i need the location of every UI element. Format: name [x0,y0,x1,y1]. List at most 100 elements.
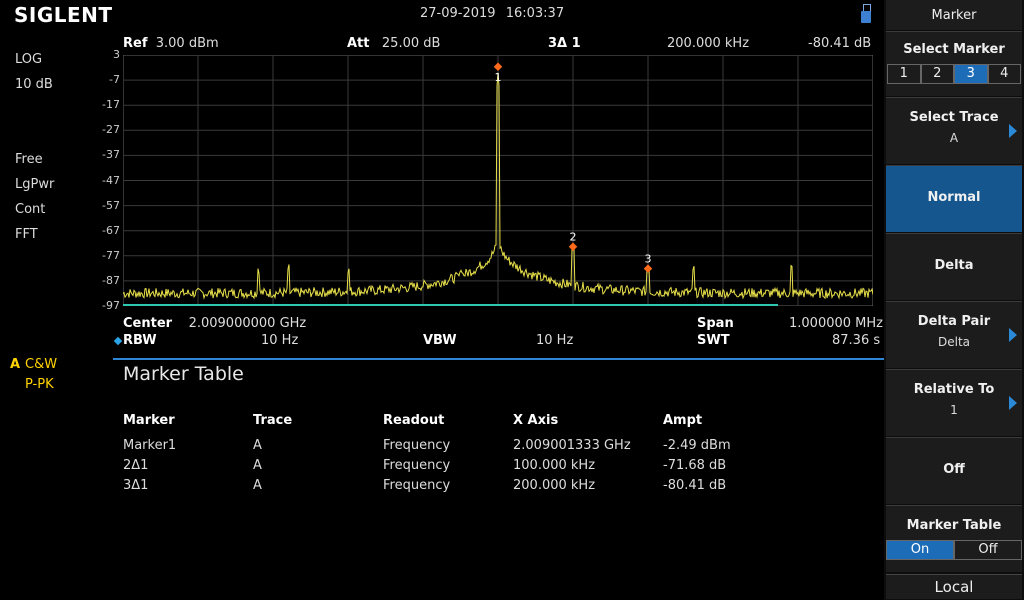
date-time: 27-09-2019 16:03:37 [420,6,564,21]
attenuation: Att 25.00 dB [347,36,440,51]
y-tick-label: -57 [102,198,120,212]
marker-label: 2 [570,231,577,244]
center-label: Center [123,316,173,331]
chevron-right-icon [1009,396,1017,410]
active-marker-y: -80.41 dB [808,36,872,51]
marker-table-title: Marker Table [123,363,244,385]
y-tick-label: -77 [102,248,120,262]
swt-label: SWT [697,333,730,348]
row-x-axis: 2.009001333 GHz [513,438,631,453]
marker-selector[interactable]: 1 2 3 4 [887,64,1021,84]
usb-icon [861,4,871,24]
row-trace: A [253,478,262,493]
delta-pair-value: Delta [937,335,970,349]
ref-value: 3.00 dBm [155,36,219,51]
span-label: Span [697,316,734,331]
row-trace: A [253,458,262,473]
chevron-right-icon [1009,328,1017,342]
off-label: Off [943,462,965,477]
normal-key[interactable]: Normal [886,165,1022,232]
row-x-axis: 100.000 kHz [513,458,596,473]
marker-table-toggle[interactable]: On Off [886,540,1022,560]
select-marker-label: Select Marker [903,42,1005,57]
y-tick-label: -67 [102,223,120,237]
center-value: 2.009000000 GHz [188,316,307,331]
off-key[interactable]: Off [886,437,1022,504]
delta-pair-label: Delta Pair [917,314,991,329]
col-marker: Marker [123,413,175,428]
normal-label: Normal [927,190,981,205]
rbw-indicator-icon [113,336,123,346]
delta-pair-key[interactable]: Delta Pair Delta [886,301,1022,368]
select-trace-value: A [949,131,959,145]
active-marker-x: 200.000 kHz [667,36,750,51]
span: Span [697,316,734,331]
trace-a-line [123,72,873,300]
trigger-mode: Free [15,152,43,167]
sweep-progress-bar [123,304,778,306]
ref-label: Ref [123,36,148,51]
y-tick-label: -97 [102,299,120,312]
col-readout: Readout [383,413,445,428]
row-readout: Frequency [383,458,451,473]
marker-option-3[interactable]: 3 [954,64,988,84]
marker-option-2[interactable]: 2 [920,64,954,84]
relative-to-key[interactable]: Relative To 1 [886,369,1022,436]
att-value: 25.00 dB [381,36,441,51]
top-bar [0,0,884,28]
row-ampt: -80.41 dB [663,478,727,493]
marker-label: 3 [645,253,652,266]
span-value: 1.000000 MHz [789,316,883,331]
sweep-mode: Cont [15,202,46,217]
marker-table-key[interactable]: Marker Table [886,505,1022,572]
trace-mode: C&W [25,357,58,372]
marker-table-off[interactable]: Off [954,540,1022,560]
relative-to-value: 1 [950,403,958,417]
local-button[interactable]: Local [886,574,1022,599]
chevron-right-icon [1009,124,1017,138]
delta-key[interactable]: Delta [886,233,1022,300]
vbw-label: VBW [423,333,457,348]
plot-grid [123,55,873,306]
trace-letter: A [10,357,21,372]
marker-label: 1 [495,71,502,84]
swt-value: 87.36 s [832,333,881,348]
brand-logo: SIGLENT [14,3,113,27]
sweep-type: FFT [15,227,38,242]
rbw-label: RBW [123,333,157,348]
time-text: 16:03:37 [505,6,565,21]
row-marker: Marker1 [123,438,177,453]
y-axis-labels: 3 -7 -17 -27 -37 -47 -57 -67 -77 -87 -97 [0,0,122,320]
marker-option-4[interactable]: 4 [987,64,1021,84]
y-tick-label: -47 [102,173,120,187]
delta-label: Delta [934,258,974,273]
row-readout: Frequency [383,438,451,453]
marker-table-on[interactable]: On [886,540,954,560]
menu-title: Marker [886,0,1022,30]
date-text: 27-09-2019 [420,6,496,21]
vbw-value: 10 Hz [536,333,574,348]
select-trace-key[interactable]: Select Trace A [886,97,1022,164]
y-tick-label: -17 [102,98,120,112]
spectrum-plot[interactable]: 1 2 3 [123,55,873,306]
rbw-value: 10 Hz [261,333,299,348]
y-tick-label: -37 [102,148,120,162]
marker-option-1[interactable]: 1 [887,64,921,84]
scale-type: LOG [15,52,43,67]
active-marker-id: 3Δ 1 [548,36,581,51]
row-ampt: -2.49 dBm [663,438,731,453]
row-x-axis: 200.000 kHz [513,478,596,493]
row-ampt: -71.68 dB [663,458,727,473]
select-marker-key[interactable]: Select Marker [886,31,1022,96]
y-tick-label: 3 [113,48,120,61]
col-trace: Trace [253,413,293,428]
col-x-axis: X Axis [513,413,559,428]
relative-to-label: Relative To [913,382,995,397]
row-readout: Frequency [383,478,451,493]
scale-div: 10 dB [15,77,53,92]
marker-table-divider [113,358,884,360]
row-marker: 3Δ1 [123,478,149,493]
row-marker: 2Δ1 [123,458,149,473]
ref-level: Ref 3.00 dBm [123,36,219,51]
center-freq: Center 2.009000000 GHz [123,316,306,331]
